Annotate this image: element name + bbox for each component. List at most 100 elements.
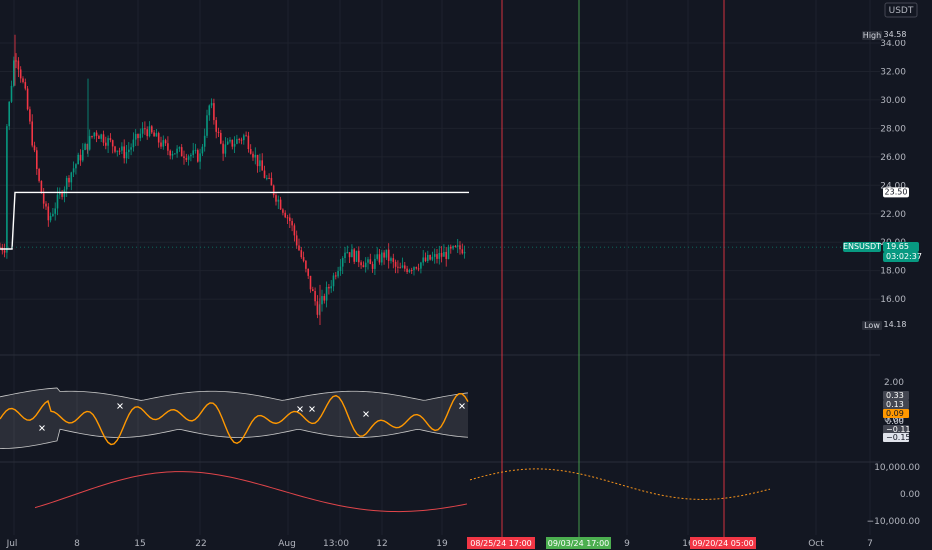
grid bbox=[0, 0, 880, 535]
candle-body bbox=[422, 257, 424, 263]
candle-body bbox=[40, 180, 43, 194]
candle-body bbox=[353, 249, 355, 262]
low-label-box bbox=[862, 321, 882, 330]
candle-body bbox=[220, 132, 222, 144]
candle-body bbox=[139, 133, 142, 139]
osc-tick-label: 2.00 bbox=[884, 378, 904, 388]
candle-body bbox=[245, 135, 247, 137]
osc-label-box bbox=[883, 409, 909, 418]
candle-body bbox=[293, 225, 296, 236]
candle-body bbox=[88, 136, 91, 150]
candle-body bbox=[229, 139, 231, 142]
candle-body bbox=[111, 140, 114, 147]
candle-body bbox=[385, 249, 388, 258]
candle-body bbox=[291, 221, 293, 226]
high-value: 34.58 bbox=[884, 30, 907, 39]
candle-body bbox=[197, 150, 199, 162]
candle-body bbox=[243, 135, 245, 141]
lower-tick-label: 10,000.00 bbox=[874, 463, 920, 473]
time-tick-label: 8 bbox=[74, 539, 80, 549]
cross-marker bbox=[309, 406, 315, 412]
last-price-tag-box bbox=[883, 242, 919, 252]
time-axis[interactable]: Jul 8 15 22 Aug 13:00 12 19 9 16 Oct 7 bbox=[6, 539, 873, 549]
candle-body bbox=[190, 154, 192, 157]
candle-body bbox=[54, 208, 56, 214]
candle-body bbox=[415, 267, 418, 269]
candle-body bbox=[176, 148, 178, 154]
candle-body bbox=[268, 177, 270, 179]
time-tick-label: 16 bbox=[682, 539, 694, 549]
candle-body bbox=[305, 260, 307, 269]
candle-body bbox=[394, 261, 397, 267]
candle-body bbox=[443, 251, 445, 257]
candle-body bbox=[3, 250, 6, 253]
candle-body bbox=[404, 265, 406, 269]
lower-indicator-projection bbox=[469, 468, 771, 500]
candle-body bbox=[13, 60, 15, 86]
candle-body bbox=[61, 192, 63, 197]
time-tick-label: 15 bbox=[134, 539, 145, 549]
candle-body bbox=[341, 258, 344, 267]
candle-body bbox=[146, 129, 148, 137]
candle-body bbox=[171, 153, 174, 156]
candle-body bbox=[128, 149, 130, 153]
candle-body bbox=[95, 132, 98, 136]
candle-body bbox=[130, 147, 132, 150]
candle-body bbox=[49, 215, 52, 221]
candle-body bbox=[261, 160, 263, 171]
candle-body bbox=[360, 262, 362, 266]
candle-body bbox=[215, 120, 217, 132]
candle-body bbox=[277, 199, 280, 202]
candle-body bbox=[314, 290, 316, 302]
candle-body bbox=[75, 164, 77, 169]
candle-body bbox=[325, 286, 328, 301]
candle-body bbox=[213, 103, 215, 121]
candle-body bbox=[300, 250, 303, 258]
time-tick-label: 19 bbox=[436, 539, 448, 549]
time-tick-label: Jul bbox=[6, 539, 18, 549]
candle-body bbox=[79, 154, 82, 161]
candle-body bbox=[256, 154, 259, 167]
candle-body bbox=[123, 146, 125, 159]
candle-body bbox=[367, 259, 369, 263]
candle-body bbox=[86, 143, 89, 150]
candle-body bbox=[174, 153, 176, 155]
candle-body bbox=[180, 147, 183, 157]
candle-body bbox=[217, 131, 220, 133]
candle-body bbox=[433, 254, 436, 257]
high-label: High bbox=[863, 31, 881, 40]
candle-body bbox=[316, 301, 319, 315]
candle-body bbox=[148, 126, 151, 137]
price-tick-label: 32.00 bbox=[880, 67, 906, 77]
candle-body bbox=[236, 139, 238, 144]
candle-body bbox=[346, 252, 349, 254]
time-tick-label: Aug bbox=[278, 539, 296, 549]
candle-body bbox=[450, 246, 452, 249]
candle-body bbox=[72, 168, 75, 173]
candle-body bbox=[132, 139, 135, 148]
candle-body bbox=[167, 143, 169, 151]
price-candles bbox=[0, 34, 466, 326]
candle-body bbox=[52, 213, 54, 216]
candle-body bbox=[374, 258, 376, 269]
candle-body bbox=[144, 128, 146, 130]
candle-body bbox=[238, 139, 240, 141]
level-value-tag-box bbox=[883, 187, 909, 198]
oscillator-pane bbox=[0, 387, 469, 449]
time-marker-tag-box bbox=[467, 537, 535, 549]
candle-body bbox=[266, 177, 268, 179]
time-marker-tag-box bbox=[690, 537, 756, 549]
candle-body bbox=[461, 249, 464, 254]
candle-body bbox=[206, 115, 208, 136]
low-value-box bbox=[883, 321, 907, 330]
lower-tick-label: −10,000.00 bbox=[867, 517, 921, 527]
candle-body bbox=[339, 266, 342, 271]
candle-body bbox=[302, 257, 305, 261]
candle-body bbox=[84, 143, 86, 151]
osc-value-label: −0.11 bbox=[886, 425, 911, 434]
candle-body bbox=[381, 252, 383, 263]
candle-body bbox=[431, 256, 434, 260]
candle-body bbox=[330, 286, 332, 289]
candle-body bbox=[187, 156, 190, 160]
